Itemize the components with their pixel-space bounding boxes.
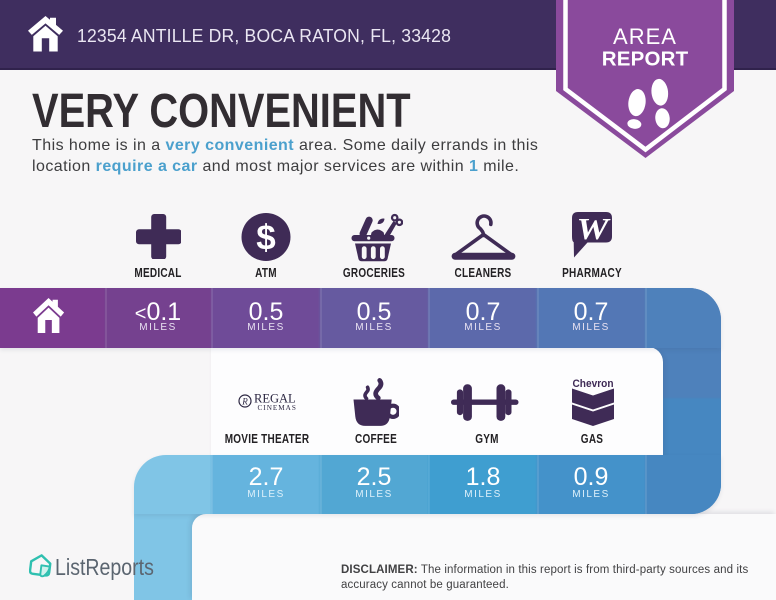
svg-text:W: W — [577, 212, 612, 246]
svg-text:R: R — [241, 396, 248, 406]
svg-text:$: $ — [256, 219, 275, 258]
svg-text:REGAL: REGAL — [254, 392, 296, 406]
svg-text:AREA: AREA — [613, 24, 677, 49]
svg-text:Chevron: Chevron — [573, 378, 614, 390]
svg-text:CINEMAS: CINEMAS — [258, 404, 297, 411]
svg-text:REPORT: REPORT — [602, 48, 689, 71]
